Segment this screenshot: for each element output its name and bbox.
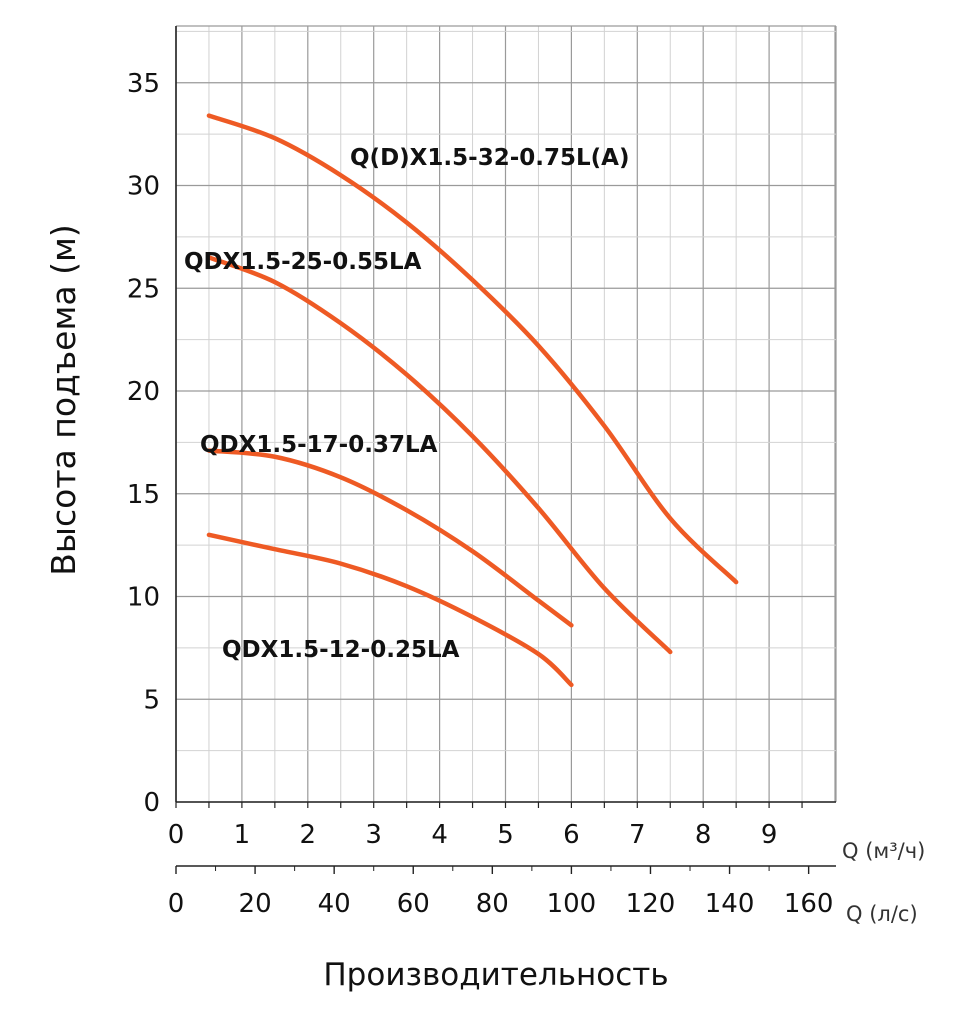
- x2-tick-label: 160: [784, 889, 834, 919]
- y-tick-label: 5: [143, 685, 160, 715]
- series-label-1: Q(D)X1.5-32-0.75L(A): [350, 145, 629, 171]
- y-tick-label: 25: [127, 274, 160, 304]
- series-line-4: [206, 532, 574, 688]
- x2-tick-label: 40: [318, 889, 351, 919]
- x-tick-label: 7: [629, 820, 646, 850]
- axes: [175, 26, 836, 874]
- x-tick-label: 5: [497, 820, 514, 850]
- tick-labels: 0 5 10 15 20 25 30 35 0 1 2 3 4 5 6 7 8 9 0 20 40 60 80 100 120 1…: [127, 69, 834, 919]
- x2-tick-label: 20: [239, 889, 272, 919]
- x2-tick-label: 80: [476, 889, 509, 919]
- x-tick-label: 8: [695, 820, 712, 850]
- series-labels: Q(D)X1.5-32-0.75L(A) QDX1.5-25-0.55LA QDX1…: [184, 145, 629, 663]
- series-label-4: QDX1.5-12-0.25LA: [222, 637, 460, 663]
- x2-tick-label: 120: [626, 889, 676, 919]
- x-axis-title: Производительность: [323, 957, 668, 993]
- x2-axis-unit-ls: Q (л/с): [846, 902, 918, 926]
- x2-tick-label: 60: [397, 889, 430, 919]
- y-axis-label: Высота подъема (м): [44, 224, 83, 575]
- x-tick-label: 1: [234, 820, 251, 850]
- grid: [175, 25, 837, 803]
- series-line-1: [206, 113, 739, 585]
- series-line-3: [206, 448, 574, 628]
- y-tick-label: 30: [127, 172, 160, 202]
- x-axis-unit-m3h: Q (м³/ч): [842, 839, 925, 863]
- series-label-3: QDX1.5-17-0.37LA: [200, 432, 438, 458]
- x-tick-label: 2: [300, 820, 317, 850]
- y-tick-label: 15: [127, 480, 160, 510]
- x2-tick-label: 100: [547, 889, 597, 919]
- series-label-2: QDX1.5-25-0.55LA: [184, 249, 422, 275]
- x-tick-label: 9: [761, 820, 778, 850]
- y-tick-label: 10: [127, 583, 160, 613]
- x2-tick-label: 0: [168, 889, 185, 919]
- x-tick-label: 3: [365, 820, 382, 850]
- x-tick-label: 4: [431, 820, 448, 850]
- y-tick-label: 20: [127, 377, 160, 407]
- x2-tick-label: 140: [705, 889, 755, 919]
- y-tick-label: 0: [143, 788, 160, 818]
- x-tick-label: 0: [168, 820, 185, 850]
- series-line-2: [206, 255, 673, 655]
- y-tick-label: 35: [127, 69, 160, 99]
- series-lines: [206, 113, 739, 688]
- x-tick-label: 6: [563, 820, 580, 850]
